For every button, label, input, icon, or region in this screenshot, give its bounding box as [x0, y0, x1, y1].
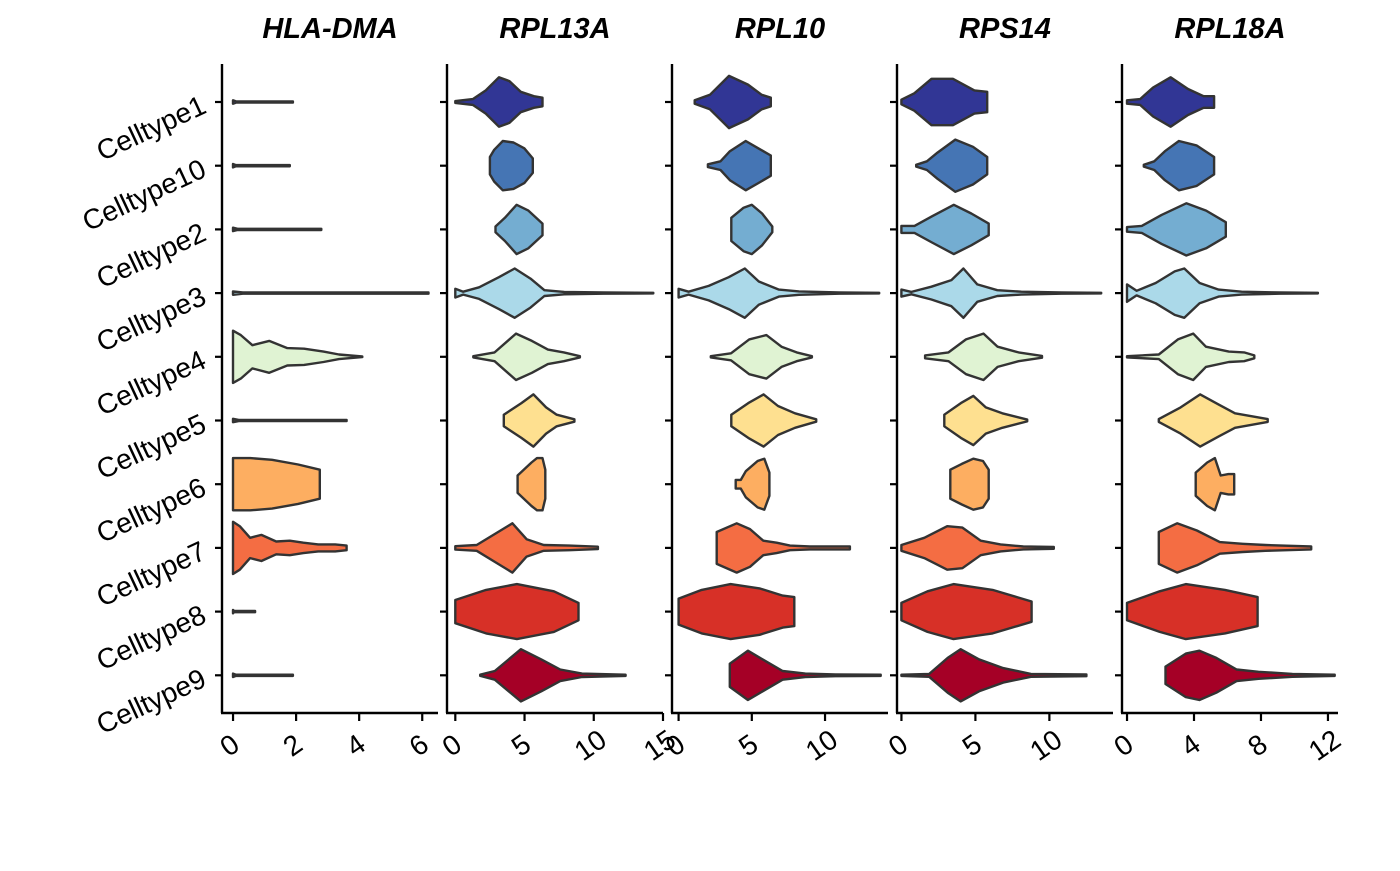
violin-celltype9: [728, 649, 882, 702]
violin-celltype1: [693, 74, 772, 130]
violin-celltype7: [231, 520, 348, 576]
panel-title: HLA-DMA: [262, 13, 397, 45]
violin-celltype10: [1142, 139, 1216, 192]
violin-celltype1: [454, 76, 544, 128]
violin-celltype4: [472, 332, 582, 382]
violin-celltype3: [900, 267, 1103, 319]
x-tick-label: 4: [1175, 728, 1206, 762]
violin-celltype2: [494, 203, 544, 256]
violin-celltype5: [502, 393, 576, 448]
violin-celltype6: [516, 456, 547, 512]
violin-celltype1: [1125, 76, 1216, 128]
panel-title: RPS14: [959, 13, 1051, 45]
violin-celltype6: [231, 456, 321, 512]
violin-celltype4: [1125, 332, 1256, 382]
violin-celltype8: [677, 582, 796, 641]
violin-celltype2: [1125, 202, 1227, 257]
violin-celltype4: [923, 332, 1044, 382]
x-tick-label: 5: [733, 728, 764, 762]
x-tick-label: 12: [1303, 724, 1346, 767]
violin-celltype4: [231, 329, 364, 385]
violin-celltype8: [231, 608, 257, 615]
violin-celltype5: [730, 393, 818, 448]
panel-title: RPL13A: [499, 13, 610, 45]
x-tick-label: 6: [404, 728, 435, 762]
violin-celltype7: [454, 522, 600, 574]
violin-celltype9: [231, 672, 295, 679]
violin-celltype3: [1125, 267, 1320, 319]
violin-celltype2: [900, 203, 990, 256]
violin-celltype2: [730, 203, 774, 256]
violin-celltype1: [231, 99, 295, 105]
violin-celltype7: [900, 525, 1055, 571]
violin-celltype10: [488, 139, 534, 192]
x-tick-label: 10: [1024, 724, 1067, 767]
violin-celltype3: [454, 267, 655, 319]
x-tick-label: 8: [1242, 728, 1273, 762]
violin-celltype10: [915, 138, 989, 193]
x-tick-label: 0: [214, 728, 245, 762]
x-tick-label: 10: [569, 724, 612, 767]
violin-celltype6: [1194, 456, 1236, 512]
violin-celltype3: [231, 290, 430, 296]
violin-celltype2: [231, 226, 323, 233]
x-tick-label: 0: [1108, 728, 1139, 762]
panel-title: RPL10: [735, 13, 825, 45]
violin-celltype5: [943, 394, 1029, 447]
violin-celltype8: [454, 582, 580, 641]
violin-celltype10: [231, 162, 291, 169]
violin-celltype9: [900, 648, 1088, 703]
x-tick-label: 0: [883, 728, 914, 762]
x-tick-label: 10: [800, 724, 843, 767]
violin-celltype3: [677, 267, 881, 319]
violin-celltype5: [1157, 393, 1269, 448]
x-tick-label: 4: [340, 728, 371, 762]
x-tick-label: 5: [957, 728, 988, 762]
violin-celltype10: [706, 139, 772, 192]
violin-celltype8: [1125, 582, 1259, 641]
violin-celltype7: [715, 522, 852, 574]
violin-celltype8: [900, 582, 1033, 641]
violin-celltype4: [709, 333, 814, 380]
violin-celltype7: [1157, 522, 1313, 574]
panel-rps14: RPS14 0 5 10: [883, 13, 1113, 767]
violin-celltype1: [900, 77, 989, 127]
violin-celltype9: [479, 648, 627, 703]
x-tick-label: 2: [277, 728, 308, 762]
violin-celltype6: [949, 457, 990, 511]
y-category-label: Celltype9: [92, 663, 211, 740]
x-tick-label: 5: [506, 728, 537, 762]
panel-hla-dma: HLA-DMA 0 2 4 6: [214, 13, 438, 762]
violin-celltype5: [231, 417, 348, 424]
violin-celltype6: [734, 457, 771, 511]
x-tick-label: 0: [437, 728, 468, 762]
violin-celltype9: [1164, 649, 1336, 702]
panel-rpl18a: RPL18A 0 4 8 12: [1108, 13, 1346, 767]
panel-title: RPL18A: [1174, 13, 1285, 45]
